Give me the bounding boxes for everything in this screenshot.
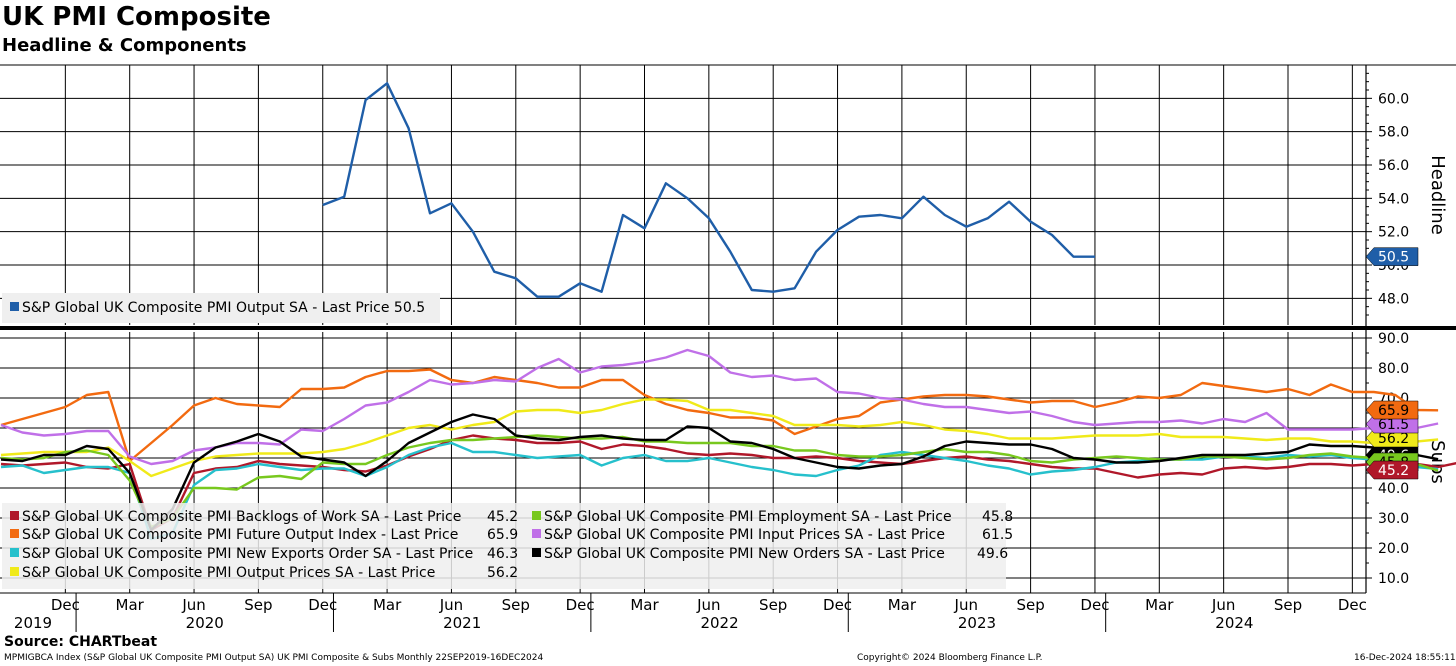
x-tick-label: Mar: [116, 596, 145, 614]
legend-value: 45.2: [487, 509, 518, 525]
legend-swatch: [532, 529, 541, 538]
x-tick-label: Sep: [502, 596, 530, 614]
x-tick-label: Dec: [1080, 596, 1109, 614]
legend-value: 49.6: [977, 546, 1008, 562]
x-year-label: 2024: [1215, 614, 1253, 632]
legend-swatch: [532, 548, 541, 557]
y-tick-label: 56.0: [1378, 158, 1409, 174]
x-tick-label: Mar: [630, 596, 659, 614]
legend-entry: S&P Global UK Composite PMI New Exports …: [22, 546, 473, 562]
x-year-label: 2021: [443, 614, 481, 632]
legend-entry: S&P Global UK Composite PMI Employment S…: [544, 509, 952, 525]
legend-value: 45.8: [982, 509, 1013, 525]
x-tick-label: Sep: [244, 596, 272, 614]
y-tick-label: 40.0: [1378, 481, 1409, 497]
y-axis-title-headline: Headline: [1427, 155, 1448, 235]
x-tick-label: Dec: [823, 596, 852, 614]
x-year-label: 2020: [186, 614, 224, 632]
legend-value: 65.9: [487, 527, 518, 543]
x-tick-label: Mar: [888, 596, 917, 614]
x-tick-label: Sep: [1016, 596, 1044, 614]
series-line-future-output-index: [0, 368, 1439, 463]
footer-description: MPMIGBCA Index (S&P Global UK Composite …: [4, 653, 544, 663]
y-tick-label: 52.0: [1378, 225, 1409, 241]
x-tick-label: Dec: [566, 596, 595, 614]
x-year-label: 2022: [700, 614, 738, 632]
legend-box-subs: [2, 503, 1006, 589]
chart-subtitle: Headline & Components: [2, 35, 247, 56]
legend-entry: S&P Global UK Composite PMI New Orders S…: [544, 546, 945, 562]
x-tick-label: Mar: [1145, 596, 1174, 614]
source-label: Source: CHARTbeat: [4, 634, 158, 650]
x-tick-label: Jun: [439, 596, 463, 614]
legend-swatch: [10, 511, 19, 520]
x-tick-label: Jun: [181, 596, 205, 614]
x-year-label: 2023: [958, 614, 996, 632]
y-tick-label: 54.0: [1378, 191, 1409, 207]
x-tick-label: Dec: [308, 596, 337, 614]
last-value-label: 50.5: [1378, 250, 1409, 266]
series-line-new-orders-sa: [0, 413, 1439, 532]
x-tick-label: Mar: [373, 596, 402, 614]
legend-swatch: [10, 529, 19, 538]
y-tick-label: 90.0: [1378, 331, 1409, 347]
last-value-tag: [1365, 400, 1419, 420]
legend-entry: S&P Global UK Composite PMI Future Outpu…: [22, 527, 458, 543]
footer-timestamp: 16-Dec-2024 18:55:11: [1354, 653, 1456, 663]
last-value-label: 65.9: [1378, 403, 1409, 419]
legend-entry: S&P Global UK Composite PMI Output SA - …: [22, 300, 425, 316]
legend-value: 56.2: [487, 565, 518, 581]
x-tick-label: Jun: [696, 596, 720, 614]
last-value-tag: [1365, 247, 1419, 266]
footer-copyright: Copyright© 2024 Bloomberg Finance L.P.: [857, 653, 1043, 663]
series-line-input-prices-sa: [0, 348, 1439, 466]
legend-swatch: [10, 548, 19, 557]
x-tick-label: Sep: [759, 596, 787, 614]
series-line-employment-sa: [0, 434, 1439, 529]
series-line-new-exports-order-sa: [0, 441, 1439, 541]
x-year-label: 2019: [14, 614, 52, 632]
y-tick-label: 60.0: [1378, 91, 1409, 107]
y-tick-label: 20.0: [1378, 541, 1409, 557]
legend-entry: S&P Global UK Composite PMI Input Prices…: [544, 527, 945, 543]
series-line-output-sa: [322, 82, 1095, 298]
legend-box-headline: [2, 293, 440, 323]
legend-swatch: [10, 302, 19, 311]
last-value-tag: [1365, 460, 1419, 480]
x-tick-label: Sep: [1274, 596, 1302, 614]
legend-entry: S&P Global UK Composite PMI Backlogs of …: [22, 509, 461, 525]
y-axis-title-subs: Subs: [1427, 440, 1448, 484]
legend-value: 61.5: [982, 527, 1013, 543]
x-tick-label: Dec: [51, 596, 80, 614]
series-line-output-prices-sa: [0, 398, 1439, 478]
chart-title: UK PMI Composite: [2, 2, 271, 32]
y-tick-label: 58.0: [1378, 125, 1409, 141]
series-line-backlogs-of-work-sa: [0, 434, 1456, 532]
x-tick-label: Jun: [954, 596, 978, 614]
last-value-label: 45.2: [1378, 463, 1409, 479]
y-tick-label: 30.0: [1378, 511, 1409, 527]
legend-entry: S&P Global UK Composite PMI Output Price…: [22, 565, 435, 581]
panel-divider: [0, 326, 1456, 330]
y-tick-label: 10.0: [1378, 571, 1409, 587]
legend-swatch: [10, 567, 19, 576]
legend-value: 46.3: [487, 546, 518, 562]
y-tick-label: 80.0: [1378, 361, 1409, 377]
y-tick-label: 48.0: [1378, 291, 1409, 307]
x-tick-label: Jun: [1211, 596, 1235, 614]
last-value-label: 61.5: [1378, 417, 1409, 433]
last-value-label: 56.2: [1378, 431, 1409, 447]
x-tick-label: Dec: [1338, 596, 1367, 614]
legend-swatch: [532, 511, 541, 520]
